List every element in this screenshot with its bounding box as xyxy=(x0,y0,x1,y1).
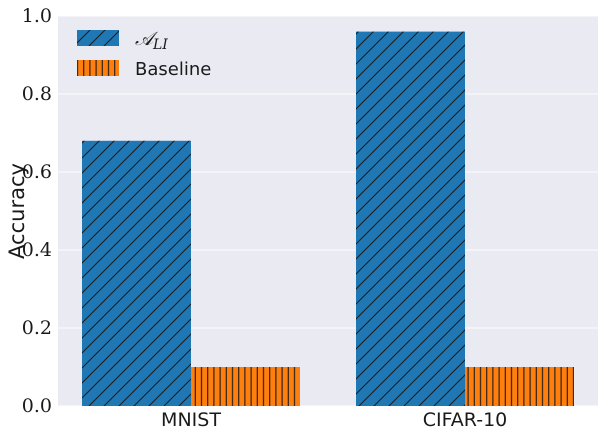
y-tick-label: 0.8 xyxy=(22,83,52,105)
x-tick-label: CIFAR-10 xyxy=(423,409,508,431)
y-tick-label: 0.4 xyxy=(22,239,52,261)
legend-swatch-baseline-hatch xyxy=(77,60,119,76)
bar-baseline-cifar-10-hatch xyxy=(465,367,574,406)
y-axis-ticks: 0.0 0.2 0.4 0.6 0.8 1.0 xyxy=(22,5,52,417)
bar-a-li-cifar-10-hatch xyxy=(356,31,465,406)
y-axis-label: Accuracy xyxy=(5,163,29,259)
bar-baseline-mnist-hatch xyxy=(191,367,300,406)
bar-a-li-mnist-hatch xyxy=(82,140,191,407)
x-axis-ticks: MNIST CIFAR-10 xyxy=(161,409,507,431)
bars xyxy=(82,31,574,407)
y-tick-label: 0.0 xyxy=(22,395,52,417)
y-tick-label: 0.2 xyxy=(22,317,52,339)
legend-label: Baseline xyxy=(135,59,211,80)
y-tick-label: 0.6 xyxy=(22,161,52,183)
legend-swatch-a-li-hatch xyxy=(77,30,119,46)
x-tick-label: MNIST xyxy=(161,409,221,431)
y-tick-label: 1.0 xyxy=(22,5,52,27)
